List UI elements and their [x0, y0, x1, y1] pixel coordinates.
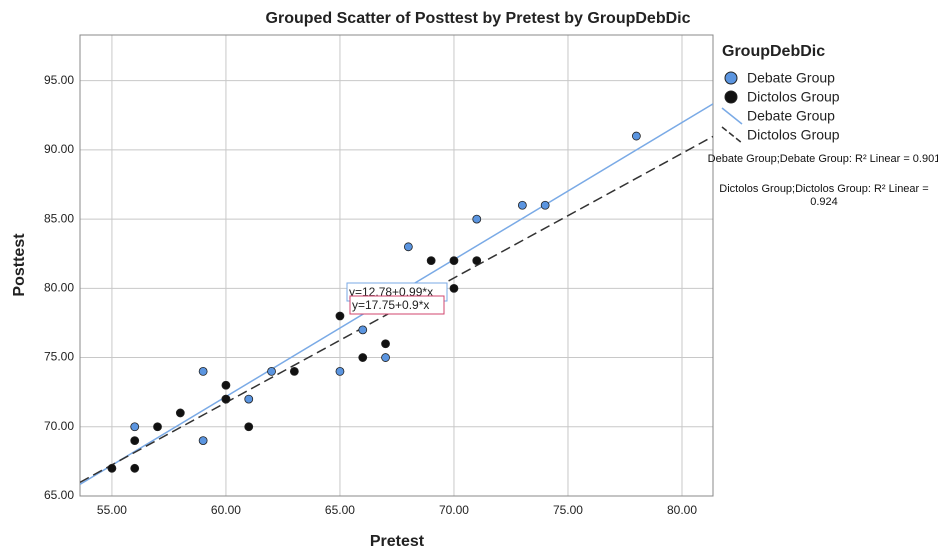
x-axis-title: Pretest	[370, 533, 425, 550]
x-tick-label: 75.00	[553, 503, 583, 517]
point	[222, 395, 230, 403]
y-tick-label: 65.00	[44, 488, 74, 502]
point	[131, 464, 139, 472]
y-tick-label: 75.00	[44, 350, 74, 364]
legend-marker	[725, 72, 737, 84]
r2-label: Debate Group;Debate Group: R² Linear = 0…	[706, 153, 938, 166]
point	[336, 312, 344, 320]
point	[131, 437, 139, 445]
point	[336, 367, 344, 375]
point	[450, 257, 458, 265]
point	[154, 423, 162, 431]
point	[199, 437, 207, 445]
point	[382, 354, 390, 362]
point	[199, 367, 207, 375]
y-axis-title: Posttest	[11, 233, 28, 297]
point	[404, 243, 412, 251]
y-tick-label: 70.00	[44, 419, 74, 433]
legend-label: Dictolos Group	[747, 89, 840, 105]
chart: Grouped Scatter of Posttest by Pretest b…	[0, 0, 938, 551]
point	[131, 423, 139, 431]
point	[359, 354, 367, 362]
y-tick-label: 85.00	[44, 211, 74, 225]
point	[359, 326, 367, 334]
point	[518, 201, 526, 209]
x-tick-label: 65.00	[325, 503, 355, 517]
y-tick-label: 95.00	[44, 73, 74, 87]
point	[632, 132, 640, 140]
legend-label: Debate Group	[747, 70, 835, 86]
y-tick-label: 90.00	[44, 142, 74, 156]
y-tick-label: 80.00	[44, 281, 74, 295]
point	[108, 464, 116, 472]
legend-line	[722, 127, 742, 143]
point	[541, 201, 549, 209]
point	[290, 367, 298, 375]
chart-title: Grouped Scatter of Posttest by Pretest b…	[266, 10, 691, 27]
point	[245, 423, 253, 431]
point	[268, 367, 276, 375]
x-tick-label: 55.00	[97, 503, 127, 517]
x-tick-label: 70.00	[439, 503, 469, 517]
point	[473, 215, 481, 223]
page: Grouped Scatter of Posttest by Pretest b…	[0, 0, 938, 551]
point	[450, 284, 458, 292]
point	[176, 409, 184, 417]
point	[382, 340, 390, 348]
legend-marker	[725, 91, 737, 103]
point	[245, 395, 253, 403]
point	[222, 381, 230, 389]
legend-label: Dictolos Group	[747, 127, 840, 143]
legend-line	[722, 108, 742, 124]
x-tick-label: 80.00	[667, 503, 697, 517]
legend-label: Debate Group	[747, 108, 835, 124]
point	[427, 257, 435, 265]
equation-label: y=17.75+0.9*x	[352, 298, 429, 312]
point	[473, 257, 481, 265]
legend-title: GroupDebDic	[722, 43, 825, 60]
x-tick-label: 60.00	[211, 503, 241, 517]
r2-label: Dictolos Group;Dictolos Group: R² Linear…	[706, 183, 938, 209]
